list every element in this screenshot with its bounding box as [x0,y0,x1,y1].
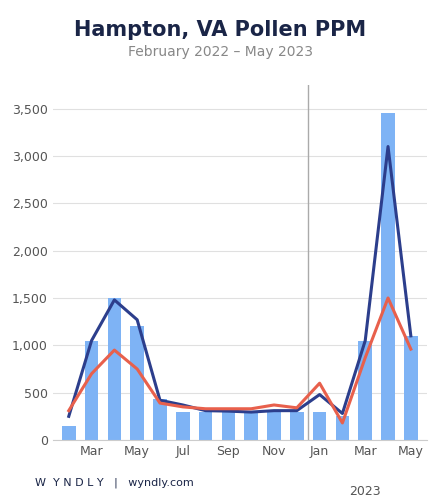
Bar [267,412,281,440]
Bar [130,326,144,440]
Bar [222,412,235,440]
Bar [85,340,99,440]
Bar [313,412,326,440]
Bar [62,426,76,440]
Bar [359,340,372,440]
Bar [176,412,190,440]
Text: W  Y N D L Y   |   wyndly.com: W Y N D L Y | wyndly.com [35,477,194,488]
Bar [290,412,304,440]
Bar [199,412,213,440]
Bar [153,400,167,440]
Text: 2023: 2023 [349,486,381,498]
Bar [244,412,258,440]
Bar [107,298,121,440]
Bar [404,336,418,440]
Text: Hampton, VA Pollen PPM: Hampton, VA Pollen PPM [74,20,366,40]
Text: February 2022 – May 2023: February 2022 – May 2023 [128,45,312,59]
Bar [381,114,395,440]
Bar [336,416,349,440]
